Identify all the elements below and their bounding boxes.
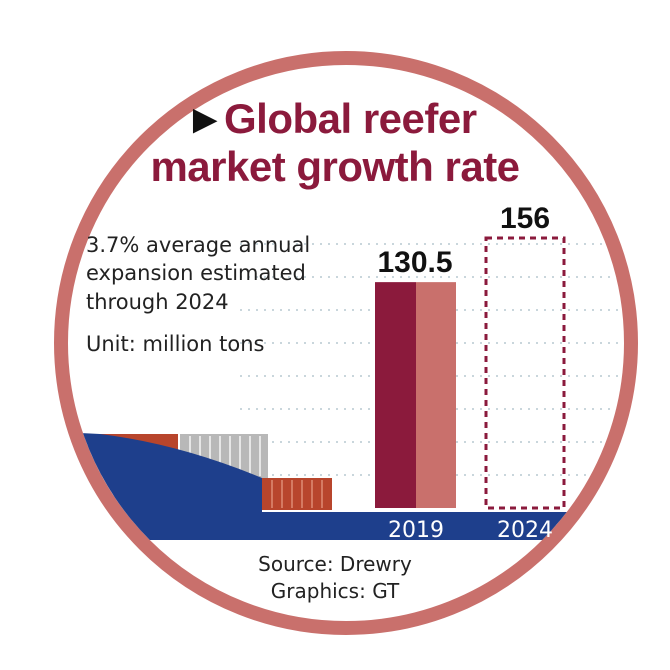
container-red-bottom xyxy=(262,478,332,510)
bar-2019-light xyxy=(416,282,456,508)
bar-2024-projected xyxy=(484,236,566,510)
play-arrow-icon: ▶ xyxy=(193,103,216,136)
chart-title-line2: market growth rate xyxy=(150,143,520,190)
container-red-ribs xyxy=(271,480,323,508)
chart-title-line1: ▶ Global reefer xyxy=(0,96,670,143)
bar-value-label-2019: 130.5 xyxy=(377,246,452,279)
ship-hull xyxy=(68,432,624,540)
annotation-line1: 3.7% average annual xyxy=(86,233,311,257)
x-tick-label-2024: 2024 xyxy=(497,518,553,543)
graphics-credit: Graphics: GT xyxy=(270,579,400,603)
x-tick-label-2019: 2019 xyxy=(388,518,444,543)
annotation-line2: expansion estimated xyxy=(86,261,306,285)
source-credit: Source: Drewry xyxy=(258,552,412,576)
annotation-line3: through 2024 xyxy=(86,290,229,314)
bar-value-label-2024: 156 xyxy=(500,202,550,235)
chart-title-text-1: Global reefer xyxy=(223,95,477,142)
bar-2019-dark xyxy=(375,282,416,508)
unit-label: Unit: million tons xyxy=(86,332,265,356)
